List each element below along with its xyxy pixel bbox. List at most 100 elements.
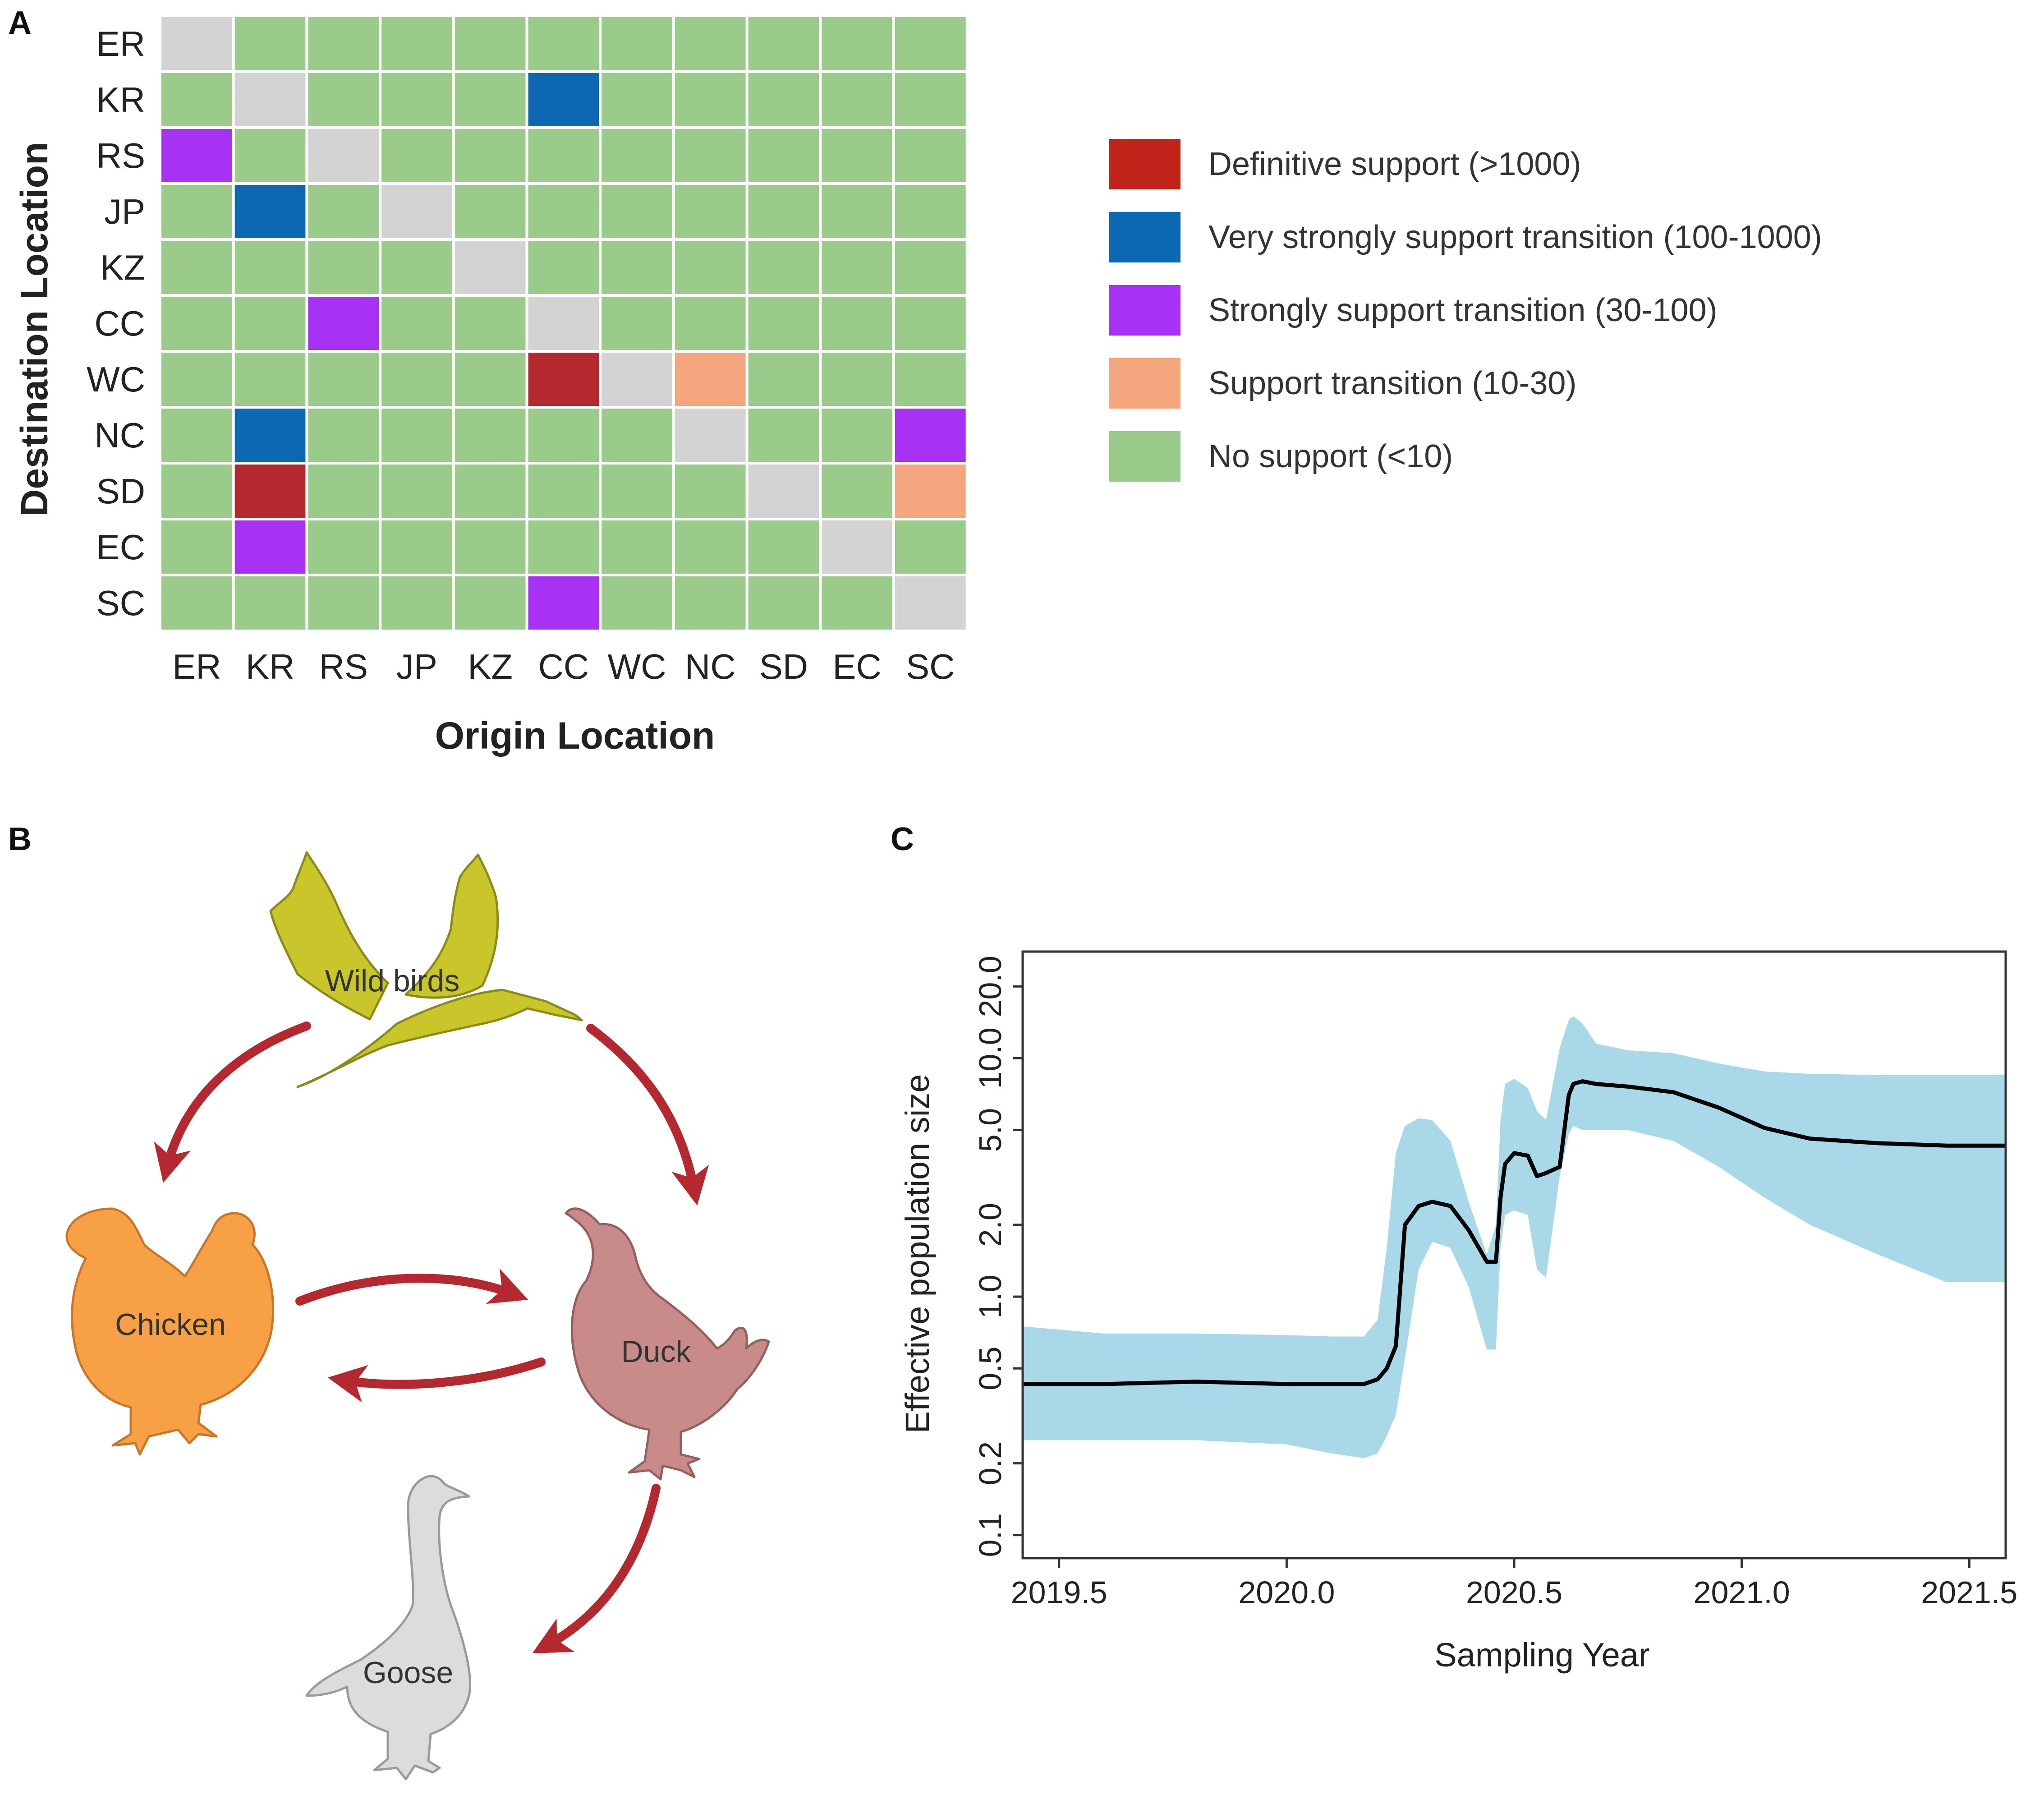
heatmap-cell (308, 520, 379, 574)
legend-swatch (1109, 139, 1180, 189)
skyline-plot: 0.10.20.51.02.05.010.020.0 2019.5 2020.0 2… (899, 950, 2017, 1674)
heatmap-cell (528, 465, 599, 518)
duck-label: Duck (621, 1334, 692, 1369)
heatmap-cell (748, 576, 819, 630)
heatmap-cell (675, 297, 746, 350)
x-tick-label: 2020.5 (1466, 1575, 1562, 1610)
heatmap-cell (455, 297, 526, 350)
heatmap-cell (895, 297, 966, 350)
heatmap-y-tick-label: EC (96, 527, 145, 567)
heatmap-cell (895, 409, 966, 462)
panel-label-c: C (891, 821, 914, 857)
wild-bird-icon (269, 851, 583, 1088)
goose-label: Goose (363, 1656, 453, 1690)
heatmap-cell (822, 241, 892, 294)
heatmap-cell (895, 241, 966, 294)
heatmap-cell (381, 409, 452, 462)
heatmap-cell (455, 73, 526, 126)
heatmap-cell (234, 465, 306, 518)
heatmap-cell (234, 129, 306, 182)
heatmap-y-tick-labels: ER KR RS JP KZ CC WC NC SD EC SC (87, 24, 145, 623)
legend-label: No support (<10) (1208, 438, 1453, 474)
heatmap-cell (895, 185, 966, 238)
heatmap-cell (161, 465, 232, 518)
y-tick-label: 0.5 (973, 1347, 1008, 1390)
heatmap-cell (161, 185, 232, 238)
heatmap-cell (234, 73, 306, 126)
heatmap-cell (528, 241, 599, 294)
heatmap-cell (602, 185, 672, 238)
heatmap-cell (602, 465, 672, 518)
heatmap-cell (308, 409, 379, 462)
panel-label-a: A (8, 5, 32, 41)
heatmap-cell (822, 17, 892, 70)
heatmap-cell (308, 465, 379, 518)
arrow-wild-birds-to-chicken (154, 1021, 311, 1183)
heatmap-x-tick-label: CC (538, 647, 589, 686)
heatmap-y-tick-label: RS (96, 136, 145, 175)
heatmap-x-tick-label: KZ (468, 647, 513, 686)
heatmap-cell (161, 17, 232, 70)
arrow-duck-to-goose (532, 1484, 661, 1653)
y-tick-label: 5.0 (973, 1108, 1008, 1152)
heatmap-cell (602, 129, 672, 182)
heatmap-cell (308, 185, 379, 238)
heatmap-cell (381, 576, 452, 630)
arrow-duck-to-chicken (327, 1357, 546, 1403)
heatmap-cell (455, 465, 526, 518)
transition-heatmap: ER KR RS JP KZ CC WC NC SD EC SC ER KR RS JP KZ CC WC NC S… (13, 16, 967, 757)
heatmap-cell (455, 520, 526, 574)
heatmap-cell (895, 73, 966, 126)
heatmap-cell (455, 353, 526, 406)
heatmap-x-tick-labels: ER KR RS JP KZ CC WC NC SD EC SC (172, 647, 955, 686)
heatmap-cell (381, 73, 452, 126)
heatmap-cell (308, 297, 379, 350)
host-transmission-diagram: Wild birds Chicken Duck Goose (65, 851, 770, 1781)
heatmap-y-tick-label: NC (94, 415, 145, 455)
heatmap-cell (455, 17, 526, 70)
heatmap-cell (381, 520, 452, 574)
heatmap-cell (161, 409, 232, 462)
heatmap-cell (528, 353, 599, 406)
heatmap-y-tick-label: CC (94, 304, 145, 343)
heatmap-y-tick-label: KR (96, 80, 145, 120)
median-line (1023, 1079, 2006, 1386)
legend-label: Very strongly support transition (100-10… (1208, 219, 1822, 255)
heatmap-cell (308, 241, 379, 294)
heatmap-cell (308, 353, 379, 406)
heatmap-cell (234, 353, 306, 406)
y-tick-label: 0.1 (973, 1513, 1008, 1557)
heatmap-cell (528, 17, 599, 70)
heatmap-cell (234, 576, 306, 630)
heatmap-cell (381, 241, 452, 294)
heatmap-y-tick-label: SD (96, 471, 145, 511)
heatmap-cell (748, 353, 819, 406)
legend-swatch (1109, 358, 1180, 409)
heatmap-cell (381, 185, 452, 238)
heatmap-cell (895, 17, 966, 70)
heatmap-y-tick-label: KZ (100, 248, 145, 287)
arrow-chicken-to-duck (295, 1268, 528, 1306)
heatmap-cell (675, 520, 746, 574)
heatmap-x-axis-title: Origin Location (435, 714, 715, 757)
chicken-icon (65, 1207, 275, 1456)
duck-node: Duck (565, 1207, 770, 1481)
heatmap-cell (895, 465, 966, 518)
heatmap-cell (234, 241, 306, 294)
heatmap-y-tick-label: ER (96, 24, 145, 64)
heatmap-cell (381, 465, 452, 518)
heatmap-cell (895, 353, 966, 406)
heatmap-cell (234, 297, 306, 350)
heatmap-cell (822, 465, 892, 518)
heatmap-cell (528, 576, 599, 630)
heatmap-cell (748, 17, 819, 70)
heatmap-cell (161, 129, 232, 182)
heatmap-cell (675, 576, 746, 630)
heatmap-x-tick-label: JP (396, 647, 437, 686)
heatmap-cell (675, 73, 746, 126)
legend-label: Support transition (10-30) (1208, 365, 1576, 401)
heatmap-cell (748, 241, 819, 294)
heatmap-legend: Definitive support (>1000) Very strongly … (1109, 139, 1822, 482)
heatmap-cell (675, 241, 746, 294)
heatmap-cell (381, 129, 452, 182)
